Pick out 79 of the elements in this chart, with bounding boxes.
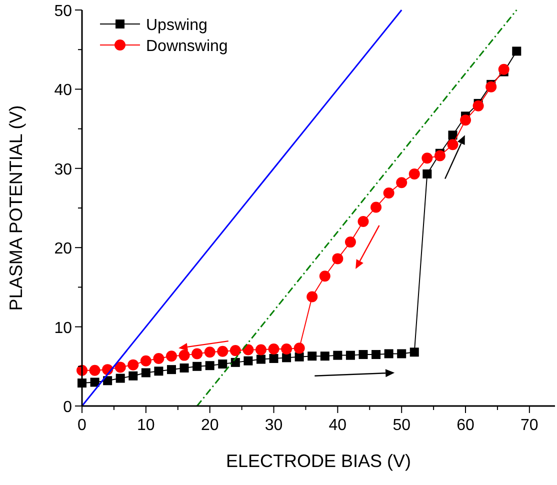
legend-label: Downswing bbox=[146, 38, 228, 55]
point bbox=[472, 100, 484, 112]
y-axis-title: PLASMA POTENTIAL (V) bbox=[6, 105, 26, 311]
x-tick-label: 10 bbox=[137, 417, 155, 434]
point bbox=[230, 345, 241, 356]
legend-label: Upswing bbox=[146, 17, 208, 34]
point bbox=[154, 366, 164, 376]
x-tick-label: 60 bbox=[456, 417, 475, 434]
x-tick-label: 40 bbox=[328, 417, 347, 434]
point bbox=[358, 350, 368, 360]
point bbox=[422, 169, 432, 178]
point bbox=[192, 348, 203, 360]
point bbox=[320, 352, 330, 361]
point bbox=[434, 150, 446, 162]
point bbox=[180, 363, 189, 372]
point bbox=[447, 139, 458, 150]
point bbox=[140, 355, 152, 366]
point bbox=[166, 365, 176, 374]
point bbox=[408, 168, 420, 180]
x-tick-label: 0 bbox=[78, 417, 87, 434]
point bbox=[333, 350, 342, 360]
x-tick-label: 20 bbox=[200, 417, 219, 434]
point bbox=[498, 64, 510, 75]
point bbox=[308, 352, 317, 361]
point bbox=[383, 187, 394, 198]
point bbox=[242, 344, 254, 356]
point bbox=[89, 364, 100, 376]
point bbox=[294, 342, 305, 354]
x-tick-label: 30 bbox=[264, 417, 283, 434]
point bbox=[128, 371, 138, 380]
point bbox=[128, 359, 139, 370]
point bbox=[256, 354, 266, 364]
x-tick-label: 70 bbox=[520, 417, 538, 434]
point bbox=[422, 152, 433, 164]
point bbox=[217, 346, 228, 357]
point bbox=[192, 362, 202, 371]
point bbox=[370, 202, 382, 213]
point bbox=[282, 353, 292, 362]
point bbox=[306, 291, 318, 302]
point bbox=[114, 362, 126, 373]
point bbox=[410, 348, 419, 357]
y-tick-label: 50 bbox=[54, 3, 72, 20]
x-axis-title: ELECTRODE BIAS (V) bbox=[226, 451, 412, 471]
point bbox=[268, 343, 280, 354]
point bbox=[141, 368, 150, 378]
point bbox=[204, 346, 216, 358]
point bbox=[346, 350, 355, 360]
point bbox=[396, 177, 408, 188]
point bbox=[269, 354, 278, 363]
x-tick-label: 50 bbox=[392, 417, 411, 434]
point bbox=[512, 46, 522, 56]
point bbox=[281, 343, 292, 354]
point bbox=[244, 356, 253, 366]
point bbox=[166, 350, 177, 362]
point bbox=[332, 253, 344, 264]
point bbox=[358, 216, 369, 227]
point bbox=[218, 360, 228, 369]
y-tick-label: 20 bbox=[54, 240, 72, 258]
point bbox=[153, 352, 164, 364]
point bbox=[116, 374, 125, 383]
y-tick-label: 0 bbox=[63, 399, 72, 416]
point bbox=[205, 361, 214, 370]
point bbox=[460, 114, 472, 126]
point bbox=[255, 344, 266, 356]
point bbox=[319, 270, 330, 282]
point bbox=[486, 81, 497, 92]
point bbox=[230, 358, 240, 367]
point bbox=[294, 352, 304, 362]
point bbox=[448, 130, 458, 140]
point bbox=[90, 378, 100, 387]
y-tick-label: 30 bbox=[54, 161, 72, 178]
point bbox=[372, 350, 381, 360]
point bbox=[384, 349, 394, 358]
point bbox=[344, 236, 356, 248]
y-tick-label: 10 bbox=[54, 320, 72, 337]
y-tick-label: 40 bbox=[54, 82, 72, 100]
point bbox=[178, 350, 190, 361]
point bbox=[103, 376, 112, 386]
point bbox=[397, 349, 406, 358]
